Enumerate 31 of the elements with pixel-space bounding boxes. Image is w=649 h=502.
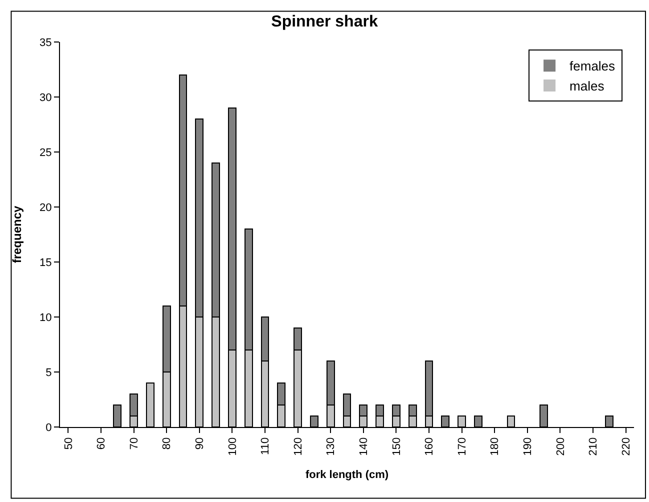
x-tick-label: 180 bbox=[489, 437, 502, 456]
legend-label: females bbox=[570, 58, 616, 74]
y-tick-label: 25 bbox=[40, 146, 52, 159]
x-tick-label: 60 bbox=[96, 437, 108, 450]
x-tick-label: 210 bbox=[588, 437, 600, 456]
x-axis-title: fork length (cm) bbox=[305, 468, 389, 481]
x-tick-label: 140 bbox=[358, 437, 370, 456]
x-tick-label: 200 bbox=[554, 437, 567, 456]
y-tick-label: 20 bbox=[40, 202, 52, 214]
y-axis-title: frequency bbox=[10, 206, 24, 264]
y-tick-label: 15 bbox=[40, 256, 52, 269]
x-tick-label: 80 bbox=[161, 437, 174, 450]
x-tick-label: 120 bbox=[292, 437, 304, 456]
x-tick-label: 110 bbox=[260, 437, 272, 455]
y-tick-label: 10 bbox=[40, 312, 52, 324]
legend-label: males bbox=[570, 78, 605, 94]
x-tick-label: 190 bbox=[522, 437, 534, 456]
x-tick-label: 220 bbox=[620, 437, 632, 456]
x-tick-label: 50 bbox=[62, 437, 75, 450]
y-tick-label: 5 bbox=[46, 366, 52, 379]
x-tick-label: 90 bbox=[194, 437, 206, 450]
x-tick-label: 130 bbox=[325, 437, 338, 456]
y-tick-label: 35 bbox=[40, 36, 52, 49]
x-tick-label: 70 bbox=[128, 437, 140, 450]
x-tick-label: 160 bbox=[424, 437, 436, 456]
x-tick-label: 170 bbox=[456, 437, 468, 456]
x-tick-label: 100 bbox=[226, 437, 239, 456]
y-tick-label: 30 bbox=[40, 92, 52, 104]
x-tick-label: 150 bbox=[390, 437, 403, 456]
chart-title: Spinner shark bbox=[271, 13, 378, 30]
y-tick-label: 0 bbox=[46, 422, 52, 434]
